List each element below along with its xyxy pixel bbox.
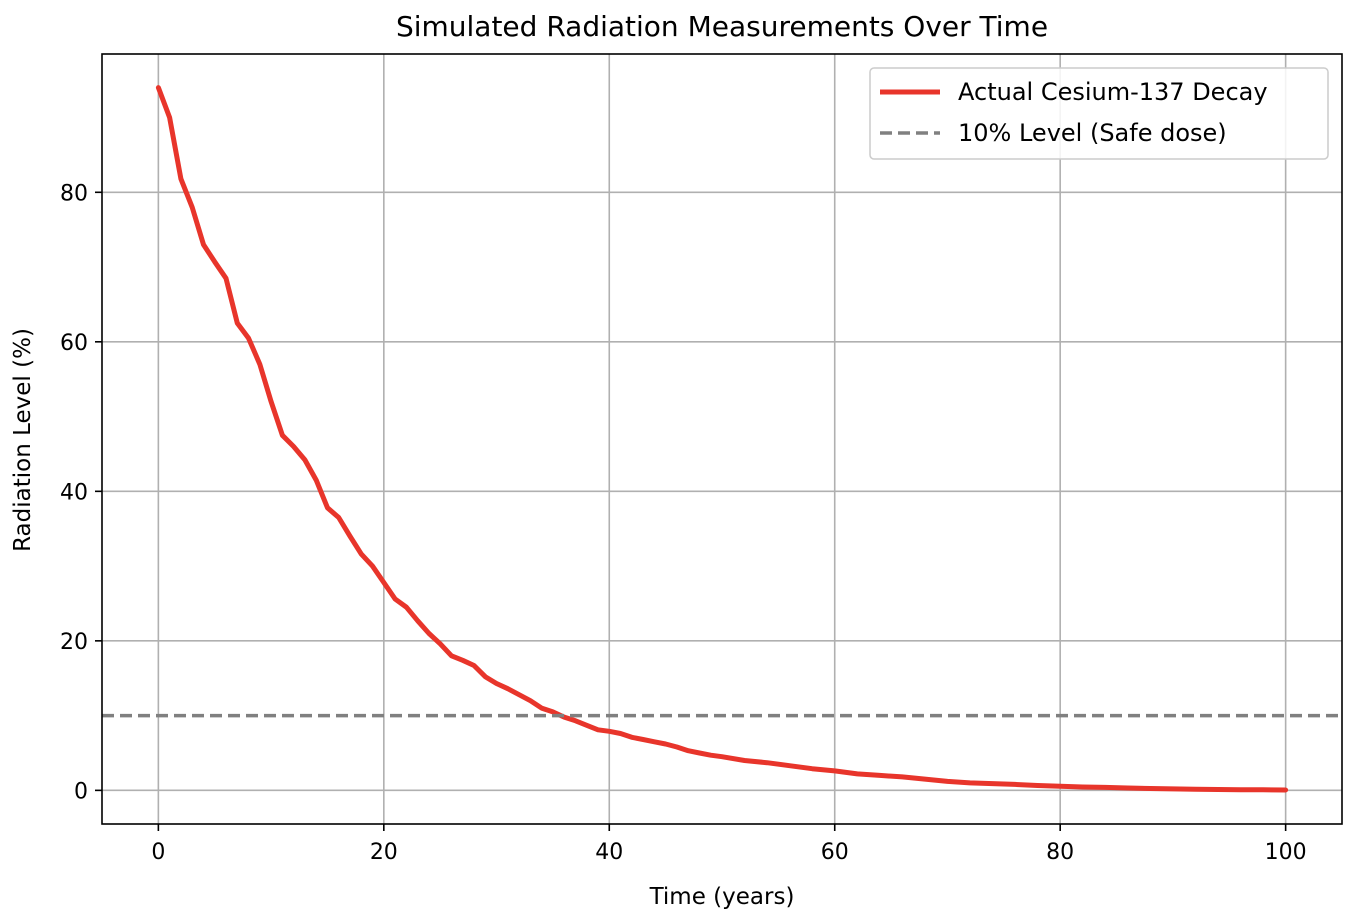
axis-ticks: 0 20 40 60 80 100 0 20 40 60 80 xyxy=(60,181,1307,865)
y-tick-label: 80 xyxy=(60,181,88,206)
series-layer xyxy=(102,85,1342,793)
x-tick-label: 20 xyxy=(370,840,398,865)
x-tick-label: 60 xyxy=(821,840,849,865)
legend-label-safe-level: 10% Level (Safe dose) xyxy=(958,119,1227,147)
x-tick-label: 40 xyxy=(595,840,623,865)
x-tick-label: 0 xyxy=(151,840,165,865)
y-tick-label: 40 xyxy=(60,480,88,505)
legend: Actual Cesium-137 Decay 10% Level (Safe … xyxy=(869,67,1329,160)
legend-box xyxy=(869,67,1329,160)
chart-title: Simulated Radiation Measurements Over Ti… xyxy=(396,10,1048,43)
legend-label-decay: Actual Cesium-137 Decay xyxy=(958,78,1268,106)
decay-series-line xyxy=(155,85,1289,793)
y-axis-label: Radiation Level (%) xyxy=(10,328,36,552)
y-tick-label: 20 xyxy=(60,630,88,655)
x-tick-label: 80 xyxy=(1046,840,1074,865)
y-tick-label: 60 xyxy=(60,331,88,356)
plot-area-frame xyxy=(101,53,1343,825)
x-axis-label: Time (years) xyxy=(649,884,795,910)
grid-lines xyxy=(102,54,1342,824)
x-tick-label: 100 xyxy=(1265,840,1307,865)
y-tick-label: 0 xyxy=(74,779,88,804)
